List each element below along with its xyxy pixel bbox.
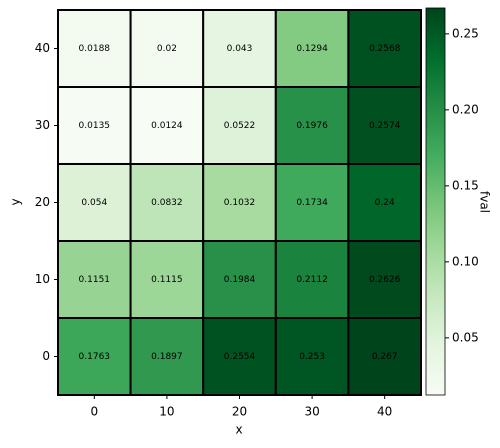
heatmap-cell [202,240,277,319]
heatmap-cell [129,163,205,242]
value-label: 0.2568 [369,44,401,54]
heatmap-cell [202,9,277,88]
heatmap-cell [202,163,277,242]
value-label: 0.24 [375,198,395,208]
x-tick-label: 20 [232,405,247,419]
value-label: 0.2112 [296,275,328,285]
value-label: 0.2626 [369,275,401,285]
value-label: 0.1763 [79,352,111,362]
value-label: 0.0135 [79,121,111,131]
value-label: 0.054 [81,198,107,208]
heatmap-cell [347,163,422,242]
heatmap-cell [274,240,350,319]
value-label: 0.1115 [151,275,183,285]
value-label: 0.0188 [79,44,111,54]
value-label: 0.2554 [224,352,256,362]
heatmap-cell [129,317,205,396]
y-tick-label: 10 [35,272,50,286]
colorbar-tick-label: 0.05 [452,330,479,344]
value-label: 0.1734 [296,198,328,208]
y-axis-label: y [9,198,23,205]
heatmap-cell [129,240,205,319]
y-tick-label: 30 [35,118,50,132]
colorbar-label: fval [478,191,492,213]
x-tick-label: 0 [90,405,98,419]
heatmap-cell [274,86,350,165]
colorbar-tick-label: 0.25 [452,26,479,40]
value-label: 0.1984 [224,275,256,285]
y-tick-label: 40 [35,41,50,55]
x-tick-label: 40 [377,405,392,419]
value-label: 0.0522 [224,121,256,131]
heatmap-cell [202,86,277,165]
heatmap-cell [347,9,422,88]
x-tick-label: 10 [159,405,174,419]
value-label: 0.253 [299,352,325,362]
value-label: 0.0124 [151,121,183,131]
heatmap-cell [129,9,205,88]
value-label: 0.1976 [296,121,328,131]
value-label: 0.1151 [79,275,111,285]
heatmap-cell [129,86,205,165]
x-axis-label: x [235,423,242,437]
value-label: 0.1032 [224,198,256,208]
value-label: 0.1897 [151,352,183,362]
value-label: 0.043 [227,44,253,54]
x-tick-label: 30 [304,405,319,419]
heatmap-cell [57,9,132,88]
value-label: 0.0832 [151,198,183,208]
value-label: 0.2574 [369,121,401,131]
value-label: 0.267 [372,352,398,362]
colorbar [425,7,446,396]
colorbar-tick-label: 0.20 [452,102,479,116]
heatmap-cell [347,240,422,319]
y-tick-label: 20 [35,195,50,209]
colorbar-tick-label: 0.10 [452,254,479,268]
colorbar-tick-label: 0.15 [452,178,479,192]
value-label: 0.02 [157,44,177,54]
y-tick-label: 0 [42,349,50,363]
heatmap-cell [347,86,422,165]
value-label: 0.1294 [296,44,328,54]
